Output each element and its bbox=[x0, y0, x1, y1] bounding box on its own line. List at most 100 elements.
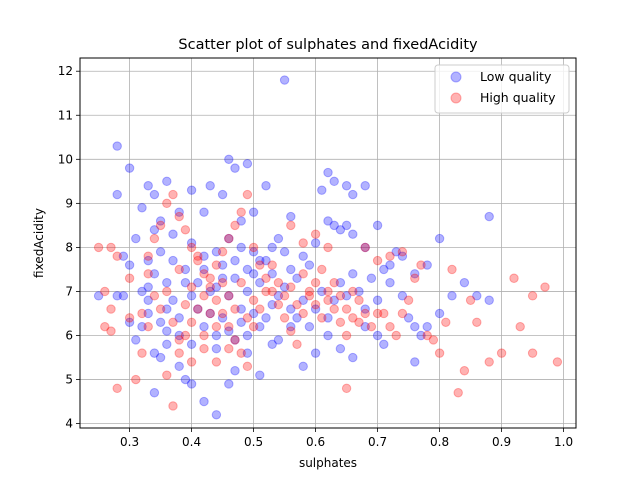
data-point-low-quality bbox=[323, 313, 333, 323]
data-point-high-quality bbox=[230, 335, 240, 345]
data-point-high-quality bbox=[224, 291, 234, 301]
data-point-low-quality bbox=[348, 229, 358, 239]
data-point-high-quality bbox=[341, 304, 352, 314]
data-point-high-quality bbox=[248, 295, 259, 305]
data-point-high-quality bbox=[199, 330, 209, 341]
data-point-low-quality bbox=[149, 225, 160, 235]
data-point-high-quality bbox=[453, 388, 463, 398]
data-point-high-quality bbox=[509, 273, 519, 283]
data-point-high-quality bbox=[93, 242, 104, 253]
data-point-high-quality bbox=[515, 321, 525, 332]
grid-layer bbox=[80, 58, 576, 428]
data-point-high-quality bbox=[193, 255, 203, 266]
data-point-low-quality bbox=[273, 335, 284, 345]
data-point-low-quality bbox=[391, 247, 401, 257]
data-point-low-quality bbox=[124, 317, 135, 327]
data-point-high-quality bbox=[211, 295, 222, 305]
data-point-low-quality bbox=[112, 291, 122, 301]
data-point-low-quality bbox=[230, 163, 240, 173]
data-point-low-quality bbox=[267, 242, 277, 253]
x-tick-label: 0.7 bbox=[368, 435, 387, 449]
data-point-high-quality bbox=[286, 326, 296, 336]
data-point-high-quality bbox=[168, 401, 178, 411]
data-point-low-quality bbox=[205, 308, 215, 319]
data-point-low-quality bbox=[248, 207, 259, 217]
data-point-high-quality bbox=[354, 295, 364, 305]
data-point-high-quality bbox=[143, 269, 153, 279]
data-point-high-quality bbox=[459, 366, 470, 376]
data-point-low-quality bbox=[186, 379, 197, 389]
data-point-high-quality bbox=[106, 326, 116, 336]
data-point-high-quality bbox=[341, 330, 352, 341]
data-point-high-quality bbox=[186, 242, 197, 253]
data-point-high-quality bbox=[211, 321, 222, 332]
data-point-high-quality bbox=[162, 198, 172, 209]
data-point-high-quality bbox=[434, 348, 445, 358]
series-low-quality bbox=[93, 75, 494, 420]
data-point-low-quality bbox=[137, 203, 147, 213]
data-point-low-quality bbox=[323, 330, 333, 341]
data-point-low-quality bbox=[292, 273, 302, 283]
data-point-low-quality bbox=[124, 163, 135, 173]
data-point-low-quality bbox=[155, 317, 166, 327]
data-point-low-quality bbox=[155, 247, 166, 257]
data-point-low-quality bbox=[137, 321, 147, 332]
data-point-high-quality bbox=[106, 304, 116, 314]
data-point-low-quality bbox=[149, 269, 160, 279]
data-point-low-quality bbox=[162, 277, 172, 288]
data-point-high-quality bbox=[484, 357, 494, 367]
data-point-low-quality bbox=[143, 282, 153, 292]
data-point-high-quality bbox=[236, 348, 246, 358]
data-point-low-quality bbox=[168, 295, 178, 305]
data-point-high-quality bbox=[273, 299, 284, 310]
data-point-high-quality bbox=[317, 313, 327, 323]
data-point-low-quality bbox=[217, 260, 228, 270]
data-point-high-quality bbox=[131, 374, 141, 385]
data-point-high-quality bbox=[397, 247, 408, 257]
data-point-low-quality bbox=[379, 264, 389, 275]
data-point-high-quality bbox=[447, 264, 457, 275]
data-point-low-quality bbox=[341, 220, 352, 231]
data-point-high-quality bbox=[124, 313, 135, 323]
x-tick-label: 1.0 bbox=[554, 435, 573, 449]
data-point-low-quality bbox=[143, 295, 153, 305]
data-point-low-quality bbox=[211, 330, 222, 341]
data-point-low-quality bbox=[310, 238, 321, 248]
data-point-high-quality bbox=[329, 304, 339, 314]
data-point-high-quality bbox=[540, 282, 550, 292]
data-point-low-quality bbox=[162, 176, 172, 187]
data-point-low-quality bbox=[224, 326, 234, 336]
legend-label-low-quality: Low quality bbox=[480, 69, 552, 84]
data-point-high-quality bbox=[211, 260, 222, 270]
data-point-low-quality bbox=[199, 207, 209, 217]
data-point-high-quality bbox=[155, 220, 166, 231]
data-point-high-quality bbox=[267, 286, 277, 297]
data-point-low-quality bbox=[199, 321, 209, 332]
data-point-high-quality bbox=[416, 260, 426, 270]
data-point-low-quality bbox=[304, 321, 315, 332]
data-point-high-quality bbox=[292, 299, 302, 310]
data-point-low-quality bbox=[422, 260, 432, 270]
data-point-high-quality bbox=[329, 277, 339, 288]
data-point-low-quality bbox=[410, 269, 420, 279]
x-tick-label: 0.4 bbox=[182, 435, 201, 449]
points-layer bbox=[93, 75, 563, 420]
data-point-high-quality bbox=[242, 189, 253, 200]
data-point-high-quality bbox=[379, 308, 389, 319]
data-point-low-quality bbox=[205, 286, 215, 297]
data-point-high-quality bbox=[199, 269, 209, 279]
data-point-low-quality bbox=[397, 251, 408, 261]
data-point-low-quality bbox=[174, 330, 184, 341]
data-point-high-quality bbox=[100, 321, 110, 332]
data-point-low-quality bbox=[236, 304, 246, 314]
data-point-high-quality bbox=[422, 330, 432, 341]
data-point-high-quality bbox=[273, 277, 284, 288]
data-point-low-quality bbox=[298, 295, 308, 305]
data-point-high-quality bbox=[366, 321, 377, 332]
data-point-high-quality bbox=[112, 383, 122, 394]
legend-marker-high-quality bbox=[450, 92, 462, 104]
data-point-high-quality bbox=[261, 286, 271, 297]
data-point-low-quality bbox=[149, 348, 160, 358]
data-point-high-quality bbox=[162, 370, 172, 380]
